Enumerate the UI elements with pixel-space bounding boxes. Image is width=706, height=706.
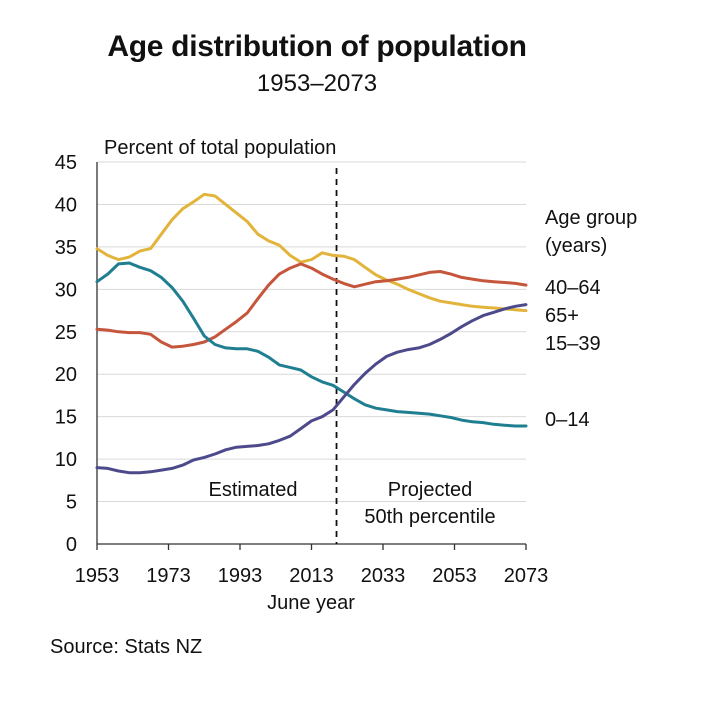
annotation-estimated: Estimated [209, 479, 298, 501]
x-tick-label: 2053 [432, 565, 477, 587]
chart-subtitle: 1953–2073 [256, 70, 378, 97]
x-tick-label: 1953 [75, 565, 120, 587]
annotation-projected: Projected [388, 479, 473, 501]
legend-title: Age group (years) [545, 207, 637, 257]
x-tick-label: 1973 [146, 565, 191, 587]
y-tick-label: 30 [55, 279, 77, 301]
series-line-65+ [95, 303, 528, 475]
series-label: 15–39 [545, 333, 601, 355]
y-tick-label: 5 [66, 492, 77, 514]
y-tick-label: 35 [55, 237, 77, 259]
x-axis-label: June year [267, 592, 355, 614]
y-tick-label: 20 [55, 364, 77, 386]
y-tick-labels: 0 5 10 15 20 25 30 35 40 45 [55, 152, 77, 556]
chart-title: Age distribution of population [107, 30, 527, 63]
series-label: 65+ [545, 305, 579, 327]
legend: Age group (years) 40–64 65+ 15–39 0–14 [545, 207, 637, 431]
series-label: 0–14 [545, 409, 590, 431]
x-tick-label: 2073 [504, 565, 549, 587]
y-axis-label: Percent of total population [104, 137, 336, 159]
y-tick-label: 0 [66, 534, 77, 556]
series-line-0–14 [95, 261, 528, 428]
y-tick-label: 10 [55, 449, 77, 471]
y-tick-label: 40 [55, 194, 77, 216]
series-label: 40–64 [545, 277, 601, 299]
y-tick-label: 15 [55, 407, 77, 429]
x-tick-label: 1993 [218, 565, 263, 587]
y-tick-label: 25 [55, 322, 77, 344]
x-tick-labels: 1953 1973 1993 2013 2033 2053 2073 [75, 544, 549, 587]
series-line-40–64 [95, 262, 528, 349]
source-note: Source: Stats NZ [50, 636, 203, 658]
y-tick-label: 45 [55, 152, 77, 174]
x-tick-label: 2013 [289, 565, 334, 587]
series-lines [95, 192, 528, 475]
annotation-percentile: 50th percentile [364, 506, 495, 528]
x-tick-label: 2033 [361, 565, 406, 587]
series-line-15–39 [95, 192, 528, 313]
gridlines [97, 161, 526, 503]
